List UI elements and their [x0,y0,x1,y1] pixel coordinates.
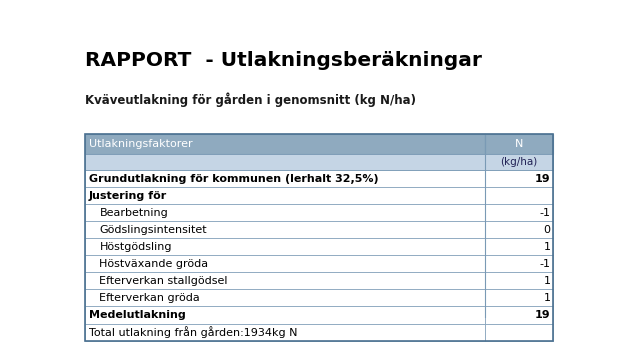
Text: 1: 1 [544,242,550,252]
Bar [85,238,485,255]
Text: Kväveutlakning för gården i genomsnitt (kg N/ha): Kväveutlakning för gården i genomsnitt (… [85,92,416,107]
Bar [485,154,552,170]
Bar [85,323,485,341]
Text: Efterverkan stallgödsel: Efterverkan stallgödsel [100,276,228,286]
Bar [85,306,485,323]
Text: -1: -1 [540,208,550,218]
Text: 1: 1 [544,293,550,303]
Bar [85,255,485,272]
Bar [485,255,552,272]
Text: Total utlakning från gården:1934kg N: Total utlakning från gården:1934kg N [89,326,297,338]
Bar [485,272,552,290]
Text: 19: 19 [535,310,550,320]
Bar [485,290,552,306]
Text: Gödslingsintensitet: Gödslingsintensitet [100,225,207,235]
Text: Utlakningsfaktorer: Utlakningsfaktorer [89,139,192,149]
Bar [485,323,552,341]
Bar [85,134,485,154]
Bar [85,204,485,221]
Text: 1: 1 [544,276,550,286]
Bar [485,221,552,238]
Bar [485,204,552,221]
Text: RAPPORT  - Utlakningsberäkningar: RAPPORT - Utlakningsberäkningar [85,51,482,70]
Bar [85,221,485,238]
Bar [485,238,552,255]
Bar [485,134,552,154]
Bar [485,170,552,187]
Bar [85,272,485,290]
Text: (kg/ha): (kg/ha) [500,157,537,167]
Text: Bearbetning: Bearbetning [100,208,168,218]
Text: -1: -1 [540,259,550,269]
Bar [485,306,552,323]
Bar [85,290,485,306]
Text: 0: 0 [544,225,550,235]
Text: Medelutlakning: Medelutlakning [89,310,185,320]
Bar [85,187,485,204]
Text: 19: 19 [535,174,550,183]
Text: Efterverkan gröda: Efterverkan gröda [100,293,200,303]
Text: Grundutlakning för kommunen (lerhalt 32,5%): Grundutlakning för kommunen (lerhalt 32,… [89,174,378,183]
Bar [85,154,485,170]
Bar [485,187,552,204]
Text: N: N [514,139,523,149]
Text: Höstväxande gröda: Höstväxande gröda [100,259,208,269]
Text: Justering för: Justering för [89,191,167,201]
Bar [85,170,485,187]
Text: Höstgödsling: Höstgödsling [100,242,172,252]
